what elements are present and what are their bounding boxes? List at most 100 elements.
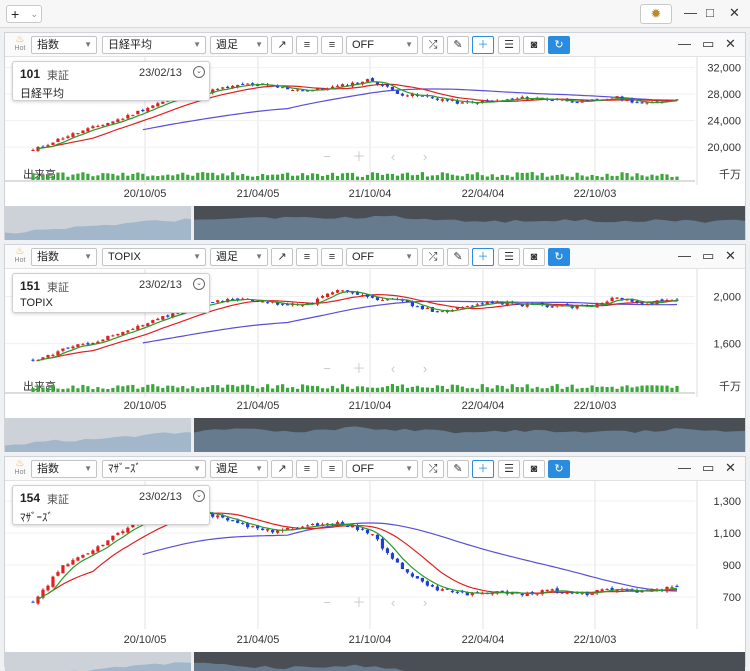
- period-select[interactable]: 週足 ▼: [210, 248, 268, 266]
- gear-icon[interactable]: ✹: [640, 4, 672, 24]
- crosshair-icon[interactable]: ＋: [472, 36, 494, 54]
- candle-body: [485, 100, 489, 102]
- volume-bar: [475, 388, 479, 392]
- camera-icon[interactable]: ◙: [523, 248, 545, 266]
- navigator-handle[interactable]: [191, 418, 194, 452]
- chevron-down-icon[interactable]: ⌄: [193, 278, 205, 290]
- zoom-in-icon[interactable]: ＋: [352, 149, 365, 164]
- align-left-button[interactable]: ≡: [296, 36, 318, 54]
- panel-maximize-button[interactable]: ▭: [702, 36, 715, 51]
- candle-body: [256, 300, 260, 302]
- candle-body: [340, 290, 345, 292]
- trendline-tool-button[interactable]: ↗: [271, 248, 293, 266]
- close-button[interactable]: ✕: [729, 5, 740, 20]
- navigator-handle[interactable]: [191, 652, 194, 671]
- align-right-button[interactable]: ≡: [321, 460, 343, 478]
- candle-body: [246, 523, 250, 528]
- date-label: 23/02/13: [139, 491, 182, 503]
- panel-minimize-button[interactable]: —: [678, 460, 691, 475]
- navigator-selected-range[interactable]: [193, 652, 745, 671]
- camera-icon[interactable]: ◙: [523, 36, 545, 54]
- period-select[interactable]: 週足 ▼: [210, 36, 268, 54]
- camera-icon[interactable]: ◙: [523, 460, 545, 478]
- shuffle-icon[interactable]: ⤮: [422, 36, 444, 54]
- scroll-left-icon[interactable]: ‹: [391, 149, 395, 164]
- volume-bar: [630, 176, 634, 180]
- panel-minimize-button[interactable]: —: [678, 248, 691, 263]
- candle-body: [390, 86, 395, 90]
- compare-select[interactable]: OFF ▼: [346, 36, 418, 54]
- panel-close-button[interactable]: ✕: [725, 248, 736, 263]
- refresh-icon[interactable]: ↻: [548, 460, 570, 478]
- trendline-tool-button[interactable]: ↗: [271, 36, 293, 54]
- align-right-button[interactable]: ≡: [321, 36, 343, 54]
- chevron-down-icon[interactable]: ⌄: [193, 66, 205, 78]
- hot-indicator[interactable]: ♨ Hot: [11, 34, 29, 53]
- candle-body: [375, 81, 380, 85]
- panel-close-button[interactable]: ✕: [725, 460, 736, 475]
- chevron-down-icon[interactable]: ⌄: [193, 490, 205, 502]
- symbol-select[interactable]: TOPIX ▼: [102, 248, 206, 266]
- symbol-select[interactable]: ﾏｻﾞｰｽﾞ ▼: [102, 460, 206, 478]
- hot-indicator[interactable]: ♨ Hot: [11, 246, 29, 265]
- pen-icon[interactable]: ✎: [447, 460, 469, 478]
- crosshair-icon[interactable]: ＋: [472, 248, 494, 266]
- scroll-right-icon[interactable]: ›: [423, 149, 427, 164]
- refresh-icon[interactable]: ↻: [548, 248, 570, 266]
- pen-icon[interactable]: ✎: [447, 248, 469, 266]
- volume-bar: [395, 175, 400, 180]
- volume-bar: [171, 385, 175, 392]
- settings-sliders-icon[interactable]: ☰: [498, 248, 520, 266]
- period-select[interactable]: 週足 ▼: [210, 460, 268, 478]
- panel-minimize-button[interactable]: —: [678, 36, 691, 51]
- type-select[interactable]: 指数 ▼: [31, 36, 97, 54]
- chevron-down-icon: ▼: [193, 40, 201, 49]
- zoom-out-icon[interactable]: −: [323, 595, 331, 610]
- panel-maximize-button[interactable]: ▭: [702, 248, 715, 263]
- zoom-out-icon[interactable]: −: [323, 149, 331, 164]
- candle-body: [320, 296, 325, 298]
- price-chart[interactable]: 2,0001,600−＋‹›出来高千万20/10/0521/04/0521/10…: [5, 269, 745, 453]
- panel-maximize-button[interactable]: ▭: [702, 460, 715, 475]
- type-select[interactable]: 指数 ▼: [31, 460, 97, 478]
- refresh-icon[interactable]: ↻: [548, 36, 570, 54]
- compare-select[interactable]: OFF ▼: [346, 248, 418, 266]
- volume-bar: [455, 175, 459, 180]
- scroll-left-icon[interactable]: ‹: [391, 361, 395, 376]
- scroll-right-icon[interactable]: ›: [423, 361, 427, 376]
- candle-body: [86, 128, 90, 132]
- trendline-tool-button[interactable]: ↗: [271, 460, 293, 478]
- zoom-in-icon[interactable]: ＋: [352, 595, 365, 610]
- shuffle-icon[interactable]: ⤮: [422, 460, 444, 478]
- navigator-handle[interactable]: [191, 206, 194, 240]
- settings-sliders-icon[interactable]: ☰: [498, 460, 520, 478]
- volume-bar: [51, 384, 55, 392]
- zoom-out-icon[interactable]: −: [323, 361, 331, 376]
- candle-body: [171, 313, 175, 318]
- crosshair-icon[interactable]: ＋: [472, 460, 494, 478]
- align-left-button[interactable]: ≡: [296, 248, 318, 266]
- chart-panel-mothers: ♨ Hot 指数 ▼ ﾏｻﾞｰｽﾞ ▼ 週足 ▼ ↗ ≡ ≡ OFF ▼ ⤮ ✎ ＋ ☰ …: [4, 456, 746, 671]
- candle-body: [645, 102, 649, 104]
- settings-sliders-icon[interactable]: ☰: [498, 36, 520, 54]
- scroll-right-icon[interactable]: ›: [423, 595, 427, 610]
- compare-select[interactable]: OFF ▼: [346, 460, 418, 478]
- chevron-down-icon: ▼: [405, 40, 413, 49]
- zoom-in-icon[interactable]: ＋: [352, 361, 365, 376]
- type-select[interactable]: 指数 ▼: [31, 248, 97, 266]
- maximize-button[interactable]: □: [706, 5, 714, 20]
- scroll-left-icon[interactable]: ‹: [391, 595, 395, 610]
- candle-body: [325, 293, 330, 298]
- volume-bar: [410, 175, 415, 180]
- pen-icon[interactable]: ✎: [447, 36, 469, 54]
- panel-close-button[interactable]: ✕: [725, 36, 736, 51]
- add-chart-button[interactable]: + ⌄: [6, 5, 42, 23]
- symbol-select[interactable]: 日経平均 ▼: [102, 36, 206, 54]
- hot-indicator[interactable]: ♨ Hot: [11, 458, 29, 477]
- candle-body: [670, 587, 674, 589]
- align-left-button[interactable]: ≡: [296, 460, 318, 478]
- minimize-button[interactable]: —: [684, 5, 697, 20]
- align-right-button[interactable]: ≡: [321, 248, 343, 266]
- candle-body: [455, 591, 459, 593]
- shuffle-icon[interactable]: ⤮: [422, 248, 444, 266]
